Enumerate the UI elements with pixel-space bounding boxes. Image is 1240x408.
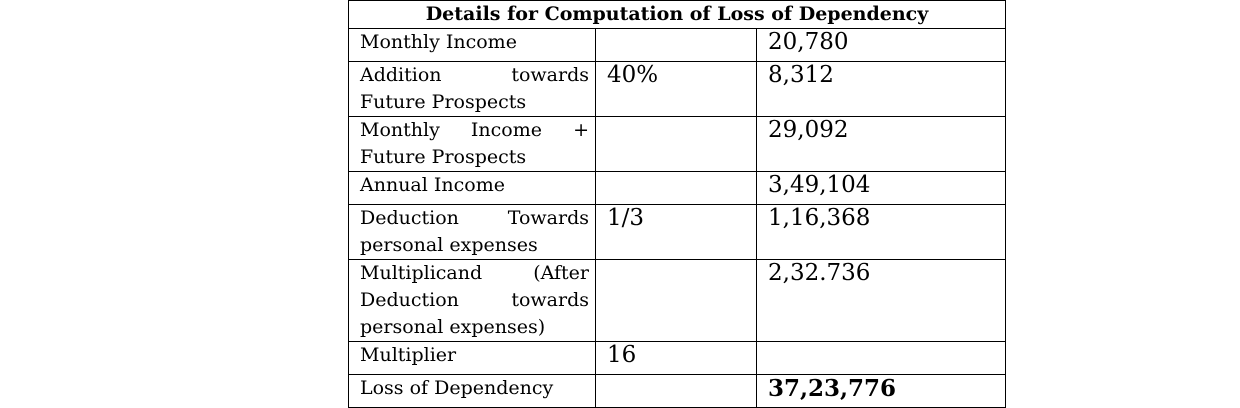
- table-row: Multiplier 16: [348, 341, 1006, 375]
- table-title-row: Details for Computation of Loss of Depen…: [348, 0, 1006, 29]
- row-amount: 1,16,368: [756, 204, 1006, 260]
- row-label: Multiplier: [348, 341, 596, 375]
- row-label: Monthly Income: [348, 28, 596, 62]
- table-row: Monthly Income + Future Prospects 29,092: [348, 116, 1006, 172]
- row-rate: 16: [595, 341, 757, 375]
- row-label: Loss of Dependency: [348, 374, 596, 408]
- row-amount: 8,312: [756, 61, 1006, 117]
- row-label: Annual Income: [348, 171, 596, 205]
- row-rate: [595, 259, 757, 342]
- row-amount: 20,780: [756, 28, 1006, 62]
- row-amount: 2,32.736: [756, 259, 1006, 342]
- table-row: Monthly Income 20,780: [348, 28, 1006, 62]
- row-rate: [595, 28, 757, 62]
- table-row: Multiplicand (After Deduction towards pe…: [348, 259, 1006, 342]
- row-label: Addition towards Future Prospects: [348, 61, 596, 117]
- table-row: Deduction Towards personal expenses 1/3 …: [348, 204, 1006, 260]
- table-title: Details for Computation of Loss of Depen…: [348, 0, 1006, 29]
- total-amount: 37,23,776: [756, 374, 1006, 408]
- row-label: Deduction Towards personal expenses: [348, 204, 596, 260]
- row-rate: [595, 171, 757, 205]
- table-row: Addition towards Future Prospects 40% 8,…: [348, 61, 1006, 117]
- row-amount: 29,092: [756, 116, 1006, 172]
- table-row-total: Loss of Dependency 37,23,776: [348, 374, 1006, 408]
- row-rate: 1/3: [595, 204, 757, 260]
- loss-of-dependency-table: Details for Computation of Loss of Depen…: [348, 0, 1006, 408]
- row-amount: [756, 341, 1006, 375]
- row-rate: [595, 116, 757, 172]
- row-label: Multiplicand (After Deduction towards pe…: [348, 259, 596, 342]
- row-label: Monthly Income + Future Prospects: [348, 116, 596, 172]
- table-row: Annual Income 3,49,104: [348, 171, 1006, 205]
- row-rate: 40%: [595, 61, 757, 117]
- row-amount: 3,49,104: [756, 171, 1006, 205]
- row-rate: [595, 374, 757, 408]
